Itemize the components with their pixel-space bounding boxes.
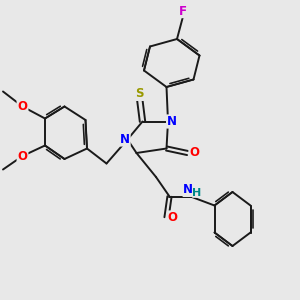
Text: H: H (193, 188, 202, 198)
Text: O: O (17, 100, 28, 113)
Text: S: S (135, 87, 144, 101)
Text: O: O (167, 211, 178, 224)
Text: N: N (167, 115, 177, 128)
Text: N: N (183, 183, 193, 196)
Text: O: O (189, 146, 199, 160)
Text: O: O (17, 149, 28, 163)
Text: N: N (120, 133, 130, 146)
Text: F: F (179, 4, 187, 18)
